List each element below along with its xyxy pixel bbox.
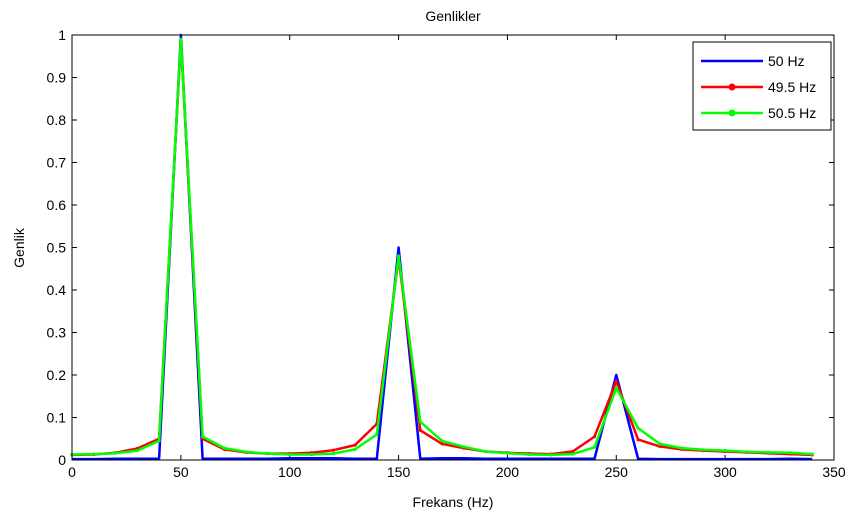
y-axis-label: Genlik: [11, 227, 27, 268]
data-point: [767, 450, 771, 454]
y-tick-label: 0.4: [47, 282, 67, 298]
data-point: [788, 451, 793, 455]
data-point: [701, 448, 705, 452]
data-point: [331, 448, 335, 452]
x-tick-label: 0: [68, 464, 76, 480]
x-tick-label: 200: [496, 464, 520, 480]
x-axis-label: Frekans (Hz): [413, 494, 494, 510]
data-point: [201, 435, 205, 439]
data-point: [331, 452, 335, 456]
plot-frame: [71, 34, 835, 461]
data-point: [353, 443, 357, 447]
legend: 50 Hz 49.5 Hz 50.5 Hz: [692, 41, 832, 131]
y-tick-label: 0.1: [47, 410, 67, 426]
legend-marker: [728, 83, 736, 91]
data-point: [745, 450, 749, 454]
tick-labels: 0 50 100 150 200 250 300 350 0 0.1 0.2 0.3 0.4 0.5 0.6…: [47, 27, 846, 480]
x-tick-label: 250: [605, 464, 629, 480]
legend-item: 50.5 Hz: [701, 105, 816, 121]
data-point: [92, 452, 96, 456]
data-point: [396, 254, 401, 258]
data-point: [418, 420, 422, 424]
data-point: [484, 449, 488, 454]
y-tick-label: 0.8: [47, 112, 67, 128]
data-point: [658, 444, 662, 448]
chart-title: Genlikler: [425, 8, 481, 24]
y-tick-label: 0.9: [47, 70, 67, 86]
data-point: [505, 451, 510, 455]
data-point: [680, 446, 684, 450]
data-point: [592, 435, 597, 439]
y-tick-label: 0.5: [47, 240, 67, 256]
series-layer: [70, 33, 814, 461]
data-point: [527, 452, 531, 457]
data-point: [244, 450, 248, 454]
data-point: [636, 438, 640, 442]
legend-marker: [728, 109, 736, 117]
data-point: [375, 432, 379, 437]
legend-item: 49.5 Hz: [701, 79, 816, 95]
data-point: [157, 439, 161, 443]
y-tick-label: 0.3: [47, 325, 67, 341]
y-tick-label: 1: [58, 27, 66, 43]
data-point: [614, 386, 618, 390]
data-point: [614, 379, 618, 383]
legend-item: 50 Hz: [701, 53, 805, 69]
series-2: [70, 37, 814, 457]
legend-label: 50.5 Hz: [768, 105, 816, 121]
legend-label: 50 Hz: [768, 53, 805, 69]
data-point: [266, 452, 270, 456]
data-point: [636, 426, 640, 430]
data-point: [571, 449, 575, 454]
x-tick-label: 350: [822, 464, 846, 480]
data-point: [135, 449, 139, 453]
x-tick-label: 300: [713, 464, 737, 480]
x-tick-label: 100: [278, 464, 302, 480]
data-point: [440, 442, 444, 446]
data-point: [592, 445, 597, 449]
data-point: [179, 37, 183, 41]
data-point: [549, 453, 553, 457]
data-point: [723, 449, 727, 453]
data-point: [288, 452, 292, 457]
data-point: [418, 428, 422, 432]
data-point: [309, 452, 314, 457]
data-point: [113, 451, 118, 455]
y-tick-label: 0: [58, 452, 66, 468]
data-point: [571, 452, 575, 456]
data-point: [222, 446, 226, 450]
data-point: [658, 442, 662, 446]
y-tick-label: 0.2: [47, 367, 67, 383]
x-tick-label: 50: [173, 464, 189, 480]
y-tick-label: 0.6: [47, 197, 67, 213]
data-point: [462, 445, 466, 449]
data-point: [440, 439, 444, 443]
data-point: [353, 447, 357, 451]
x-tick-label: 150: [387, 464, 411, 480]
y-tick-label: 0.7: [47, 155, 67, 171]
legend-label: 49.5 Hz: [768, 79, 816, 95]
data-point: [810, 452, 814, 456]
